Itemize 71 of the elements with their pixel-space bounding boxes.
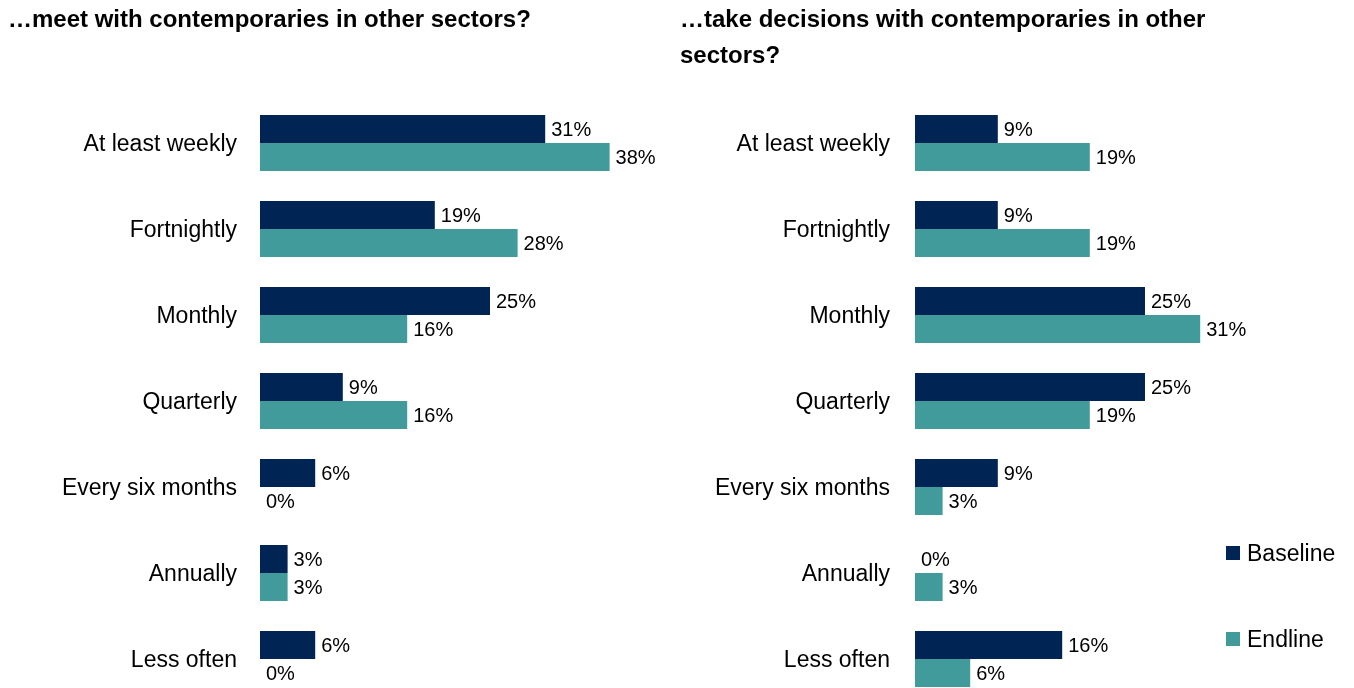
- data-label: 6%: [321, 462, 351, 484]
- data-label: 19%: [1095, 232, 1137, 254]
- bar: [260, 459, 316, 487]
- data-label: 0%: [266, 662, 296, 684]
- data-label: 3%: [948, 576, 978, 598]
- y-tick-label: Quarterly: [795, 388, 891, 415]
- y-tick-label: Fortnightly: [129, 216, 238, 243]
- data-label: 3%: [948, 490, 978, 512]
- y-tick-label: Annually: [801, 560, 891, 587]
- bar: [260, 373, 343, 401]
- data-label: 9%: [1003, 118, 1033, 140]
- bar: [915, 287, 1145, 315]
- data-label: 0%: [266, 490, 296, 512]
- y-tick-label: At least weekly: [736, 130, 891, 157]
- bar: [260, 545, 288, 573]
- data-label: 16%: [1068, 634, 1109, 656]
- data-label: 31%: [1206, 318, 1247, 340]
- bar: [915, 459, 998, 487]
- chart-title: …take decisions with contemporaries in other sectors?: [680, 5, 1206, 68]
- y-tick-label: Every six months: [714, 474, 890, 501]
- bar: [260, 631, 316, 659]
- data-label: 9%: [1003, 462, 1033, 484]
- data-label: 19%: [1095, 404, 1137, 426]
- data-label: 19%: [1095, 146, 1137, 168]
- data-label: 38%: [615, 146, 656, 168]
- data-label: 19%: [440, 204, 482, 226]
- bar: [915, 229, 1090, 257]
- bar: [915, 143, 1090, 171]
- data-label: 31%: [551, 118, 592, 140]
- bar: [915, 487, 943, 515]
- y-tick-label: Every six months: [61, 474, 237, 501]
- bar: [260, 229, 518, 257]
- bar: [260, 315, 408, 343]
- data-label: 25%: [1151, 376, 1192, 398]
- chart-title: …meet with contemporaries in other sectors?: [8, 5, 531, 32]
- y-tick-label: Less often: [130, 646, 237, 673]
- data-label: 6%: [976, 662, 1006, 684]
- bar: [260, 401, 408, 429]
- bar: [260, 573, 288, 601]
- data-label: 28%: [523, 232, 564, 254]
- bar: [915, 631, 1063, 659]
- bar: [915, 201, 998, 229]
- legend-label: Baseline: [1247, 540, 1336, 567]
- data-label: 25%: [496, 290, 537, 312]
- bar: [915, 659, 971, 687]
- bar: [915, 401, 1090, 429]
- y-tick-label: Fortnightly: [782, 216, 891, 243]
- bar: [260, 143, 610, 171]
- bar: [260, 115, 546, 143]
- data-label: 3%: [293, 576, 323, 598]
- data-label: 0%: [921, 548, 951, 570]
- y-tick-label: Monthly: [809, 302, 891, 329]
- data-label: 25%: [1151, 290, 1192, 312]
- bar: [915, 315, 1201, 343]
- y-tick-label: Quarterly: [142, 388, 238, 415]
- bar: [915, 573, 943, 601]
- bar: [260, 201, 435, 229]
- data-label: 6%: [321, 634, 351, 656]
- data-label: 16%: [413, 404, 454, 426]
- data-label: 9%: [1003, 204, 1033, 226]
- data-label: 16%: [413, 318, 454, 340]
- y-tick-label: Monthly: [156, 302, 238, 329]
- bar: [260, 287, 490, 315]
- bar: [915, 115, 998, 143]
- data-label: 3%: [293, 548, 323, 570]
- legend-label: Endline: [1247, 626, 1324, 653]
- y-tick-label: Annually: [148, 560, 238, 587]
- y-tick-label: At least weekly: [83, 130, 238, 157]
- bar: [915, 373, 1145, 401]
- data-label: 9%: [348, 376, 378, 398]
- y-tick-label: Less often: [783, 646, 890, 673]
